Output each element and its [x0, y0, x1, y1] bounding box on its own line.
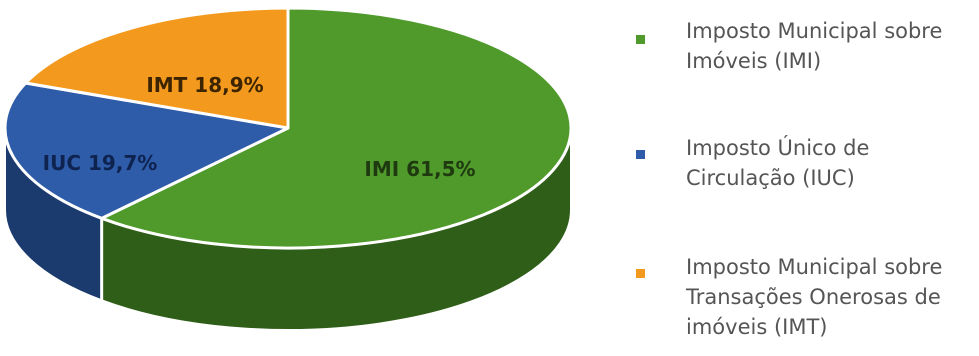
pie-slice-imi	[100, 6, 573, 250]
pie-top	[3, 6, 573, 250]
pie-chart-canvas: IMI 61,5% IUC 19,7% IMT 18,9%	[3, 6, 573, 331]
legend-label-iuc: Imposto Único de Circulação (IUC)	[686, 136, 870, 190]
legend-swatch-iuc	[636, 150, 645, 159]
pie-slice-imt	[24, 6, 290, 130]
legend-swatch-imt	[636, 269, 645, 278]
legend-label-imi: Imposto Municipal sobre Imóveis (IMI)	[686, 19, 943, 73]
legend-swatch-imi	[636, 35, 645, 44]
slice-label-imi: IMI 61,5%	[364, 157, 475, 181]
slice-label-iuc: IUC 19,7%	[43, 151, 158, 175]
chart-legend: Imposto Municipal sobre Imóveis (IMI) Im…	[636, 0, 979, 356]
slice-label-imt: IMT 18,9%	[146, 73, 263, 97]
legend-label-imt: Imposto Municipal sobre Transações Onero…	[686, 255, 943, 339]
